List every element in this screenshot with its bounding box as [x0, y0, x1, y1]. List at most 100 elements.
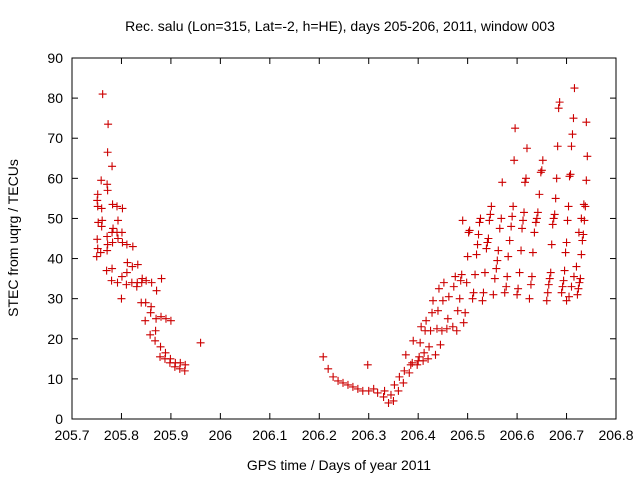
data-point: [108, 238, 117, 247]
data-point: [533, 208, 542, 217]
data-point: [576, 274, 585, 283]
x-tick-label: 206.3: [351, 427, 386, 443]
y-tick-label: 10: [47, 371, 63, 387]
data-point: [552, 174, 561, 183]
data-point: [511, 124, 520, 133]
y-tick-label: 20: [47, 331, 63, 347]
data-point: [510, 156, 519, 165]
data-point: [334, 376, 343, 385]
data-point: [156, 342, 165, 351]
data-point: [537, 166, 546, 175]
data-point: [564, 202, 573, 211]
data-point: [463, 252, 472, 261]
data-point: [394, 386, 403, 395]
data-point: [453, 306, 462, 315]
data-point: [582, 118, 591, 127]
data-point: [329, 372, 338, 381]
data-point: [514, 284, 523, 293]
data-point: [562, 238, 571, 247]
data-point: [570, 84, 579, 93]
data-point: [468, 294, 477, 303]
x-tick-label: 206.4: [401, 427, 436, 443]
data-point: [574, 284, 583, 293]
data-point: [486, 210, 495, 219]
data-point: [565, 292, 574, 301]
data-point: [343, 380, 352, 389]
data-point: [485, 216, 494, 225]
data-point: [579, 200, 588, 209]
data-point: [495, 224, 504, 233]
data-point: [575, 278, 584, 287]
data-point: [557, 288, 566, 297]
data-point: [425, 342, 434, 351]
data-point: [128, 262, 137, 271]
plot-frame: [71, 57, 617, 420]
y-tick-label: 70: [47, 130, 63, 146]
x-axis: 205.7 205.8 205.9 206 206.1 206.2 206.3 206.4 20…: [54, 58, 634, 443]
data-point: [562, 296, 571, 305]
data-point: [353, 384, 362, 393]
data-point: [484, 234, 493, 243]
x-tick-label: 205.9: [153, 427, 188, 443]
data-point: [395, 372, 404, 381]
data-point: [497, 214, 506, 223]
data-point: [527, 272, 536, 281]
data-point: [565, 172, 574, 181]
data-point: [104, 120, 113, 129]
data-point: [103, 148, 112, 157]
data-point: [103, 240, 112, 249]
data-point: [550, 210, 559, 219]
y-tick-label: 0: [55, 411, 63, 427]
data-point: [549, 214, 558, 223]
data-point: [348, 382, 357, 391]
data-point: [118, 204, 127, 213]
data-point: [473, 240, 482, 249]
data-point: [419, 356, 428, 365]
data-point: [548, 220, 557, 229]
data-point: [122, 240, 131, 249]
data-point: [405, 368, 414, 377]
data-point: [151, 336, 160, 345]
data-point: [538, 156, 547, 165]
data-point: [416, 338, 425, 347]
data-point: [530, 228, 539, 237]
data-point: [509, 202, 518, 211]
data-point: [520, 208, 529, 217]
data-point: [92, 252, 101, 261]
data-point: [108, 264, 117, 273]
data-point: [166, 316, 175, 325]
data-point: [413, 360, 422, 369]
data-point: [476, 214, 485, 223]
data-point: [113, 216, 122, 225]
data-point: [490, 274, 499, 283]
data-point: [181, 360, 190, 369]
data-point: [157, 312, 166, 321]
data-point: [536, 168, 545, 177]
data-point: [577, 214, 586, 223]
data-point: [117, 228, 126, 237]
data-point: [569, 272, 578, 281]
x-tick-label: 206.2: [302, 427, 337, 443]
y-tick-label: 50: [47, 210, 63, 226]
data-point: [518, 224, 527, 233]
x-tick-label: 206.6: [500, 427, 535, 443]
data-point: [544, 280, 553, 289]
data-point: [559, 276, 568, 285]
data-point: [103, 180, 112, 189]
data-point: [196, 338, 205, 347]
data-point: [498, 178, 507, 187]
data-point: [448, 322, 457, 331]
data-point: [502, 282, 511, 291]
data-point: [373, 388, 382, 397]
y-axis-label: STEC from uqrg / TECUs: [5, 159, 21, 317]
data-point: [141, 298, 150, 307]
data-point: [107, 276, 116, 285]
data-point: [369, 384, 378, 393]
data-point: [465, 226, 474, 235]
data-point: [166, 354, 175, 363]
data-point: [113, 202, 122, 211]
data-point: [577, 250, 586, 259]
data-point: [513, 290, 522, 299]
data-point: [464, 228, 473, 237]
